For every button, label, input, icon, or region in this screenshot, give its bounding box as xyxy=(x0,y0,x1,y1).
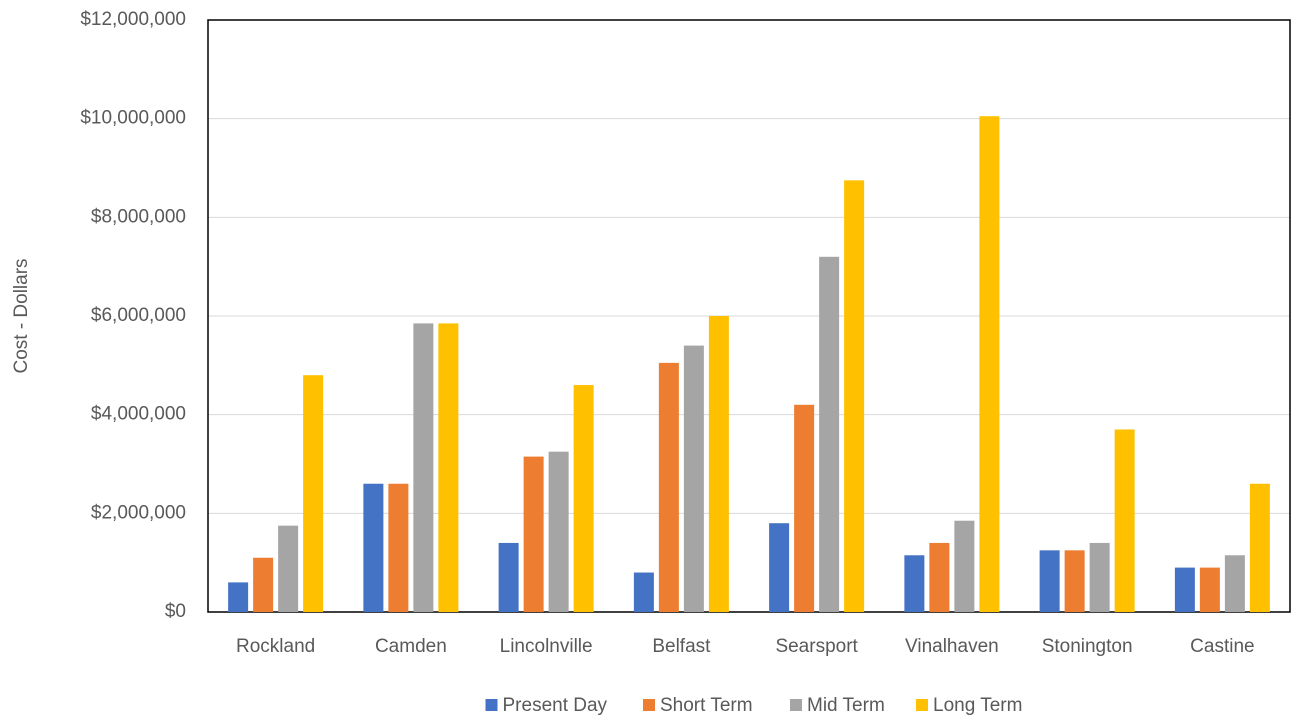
bar xyxy=(819,256,840,612)
x-tick-label: Rockland xyxy=(236,636,315,657)
y-tick-label: $8,000,000 xyxy=(91,206,186,227)
bar xyxy=(1249,483,1270,612)
x-tick-label: Castine xyxy=(1190,636,1254,657)
legend-swatch xyxy=(485,699,498,711)
bar xyxy=(929,542,950,612)
x-tick-label: Searsport xyxy=(775,636,858,657)
y-tick-label: $2,000,000 xyxy=(91,502,186,523)
bar xyxy=(1174,567,1195,612)
bar xyxy=(708,316,729,612)
bar xyxy=(438,323,459,612)
bar xyxy=(904,555,925,612)
bar xyxy=(413,323,434,612)
bar xyxy=(388,483,409,612)
legend-label: Short Term xyxy=(660,695,753,716)
bar xyxy=(844,180,865,613)
bar xyxy=(548,451,569,612)
legend-label: Present Day xyxy=(503,695,608,716)
bar xyxy=(658,362,679,612)
bar xyxy=(1224,555,1245,612)
y-axis-label: Cost - Dollars xyxy=(11,258,32,373)
y-tick-label: $6,000,000 xyxy=(91,305,186,326)
legend-label: Long Term xyxy=(933,695,1022,716)
x-tick-label: Camden xyxy=(375,636,447,657)
x-tick-label: Belfast xyxy=(652,636,711,657)
bar xyxy=(523,456,544,612)
bar xyxy=(1039,550,1060,612)
bar xyxy=(1114,429,1135,612)
y-tick-label: $12,000,000 xyxy=(80,9,186,30)
bar xyxy=(979,116,1000,612)
bar xyxy=(1064,550,1085,612)
y-tick-label: $0 xyxy=(165,601,186,622)
bar xyxy=(278,525,299,612)
bar xyxy=(303,375,324,612)
bar xyxy=(498,542,519,612)
bar xyxy=(253,557,274,612)
x-tick-label: Stonington xyxy=(1042,636,1133,657)
legend-swatch xyxy=(916,699,928,711)
bar xyxy=(363,483,384,612)
y-tick-label: $10,000,000 xyxy=(80,108,186,129)
bar xyxy=(633,572,654,612)
legend-swatch xyxy=(643,699,655,711)
x-tick-label: Lincolnville xyxy=(500,636,593,657)
bar xyxy=(683,345,704,612)
y-tick-label: $4,000,000 xyxy=(91,404,186,425)
bar xyxy=(769,523,790,612)
bar xyxy=(1199,567,1220,612)
plot-border xyxy=(207,19,1291,613)
x-tick-label: Vinalhaven xyxy=(905,636,999,657)
legend-swatch xyxy=(790,699,802,711)
bar xyxy=(794,404,815,612)
bar xyxy=(954,520,975,612)
legend-label: Mid Term xyxy=(807,695,885,716)
bar xyxy=(1089,542,1110,612)
bar xyxy=(228,582,249,612)
bar xyxy=(573,385,594,612)
